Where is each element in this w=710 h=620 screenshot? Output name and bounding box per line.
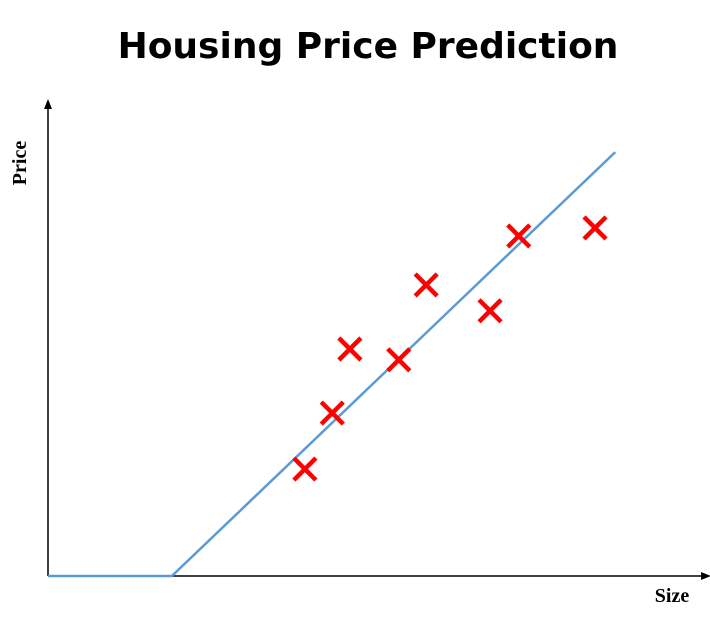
data-point bbox=[292, 456, 318, 482]
x-axis-label: Size bbox=[655, 585, 690, 607]
chart-title: Housing Price Prediction bbox=[118, 26, 619, 67]
y-axis-label: Price bbox=[9, 141, 31, 186]
data-point bbox=[413, 272, 439, 298]
fit-line bbox=[48, 151, 617, 578]
data-point bbox=[582, 215, 608, 241]
data-point bbox=[337, 336, 363, 362]
data-point bbox=[386, 347, 412, 373]
data-point bbox=[319, 400, 345, 426]
data-point bbox=[477, 298, 503, 324]
data-point bbox=[506, 223, 532, 249]
